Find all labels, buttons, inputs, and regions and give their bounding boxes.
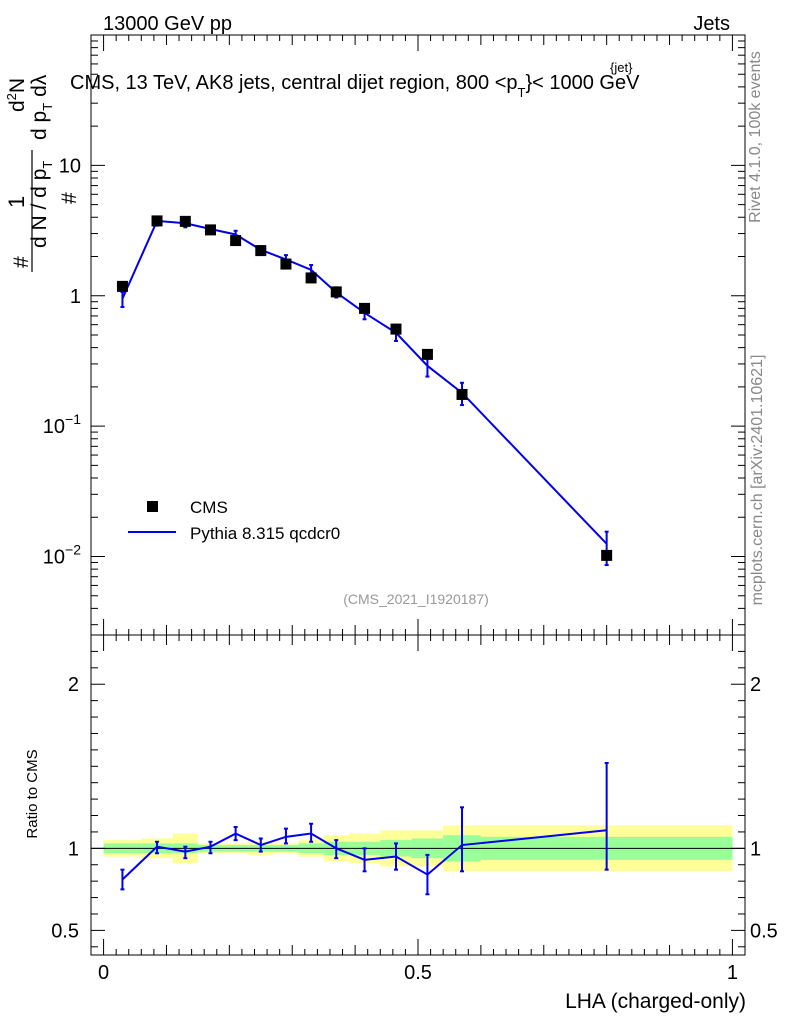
cms-data-point — [179, 215, 191, 227]
cms-data-point — [151, 215, 163, 227]
cms-data-point — [230, 235, 242, 247]
mc-series-line — [121, 219, 608, 545]
ratio-ytick-label-right: 1 — [750, 838, 761, 860]
cms-data-point — [280, 258, 292, 270]
analysis-watermark: (CMS_2021_I1920187) — [343, 591, 489, 607]
ylabel-num-one: 1 — [4, 196, 29, 208]
ylabel-den-d: d2N — [4, 78, 29, 112]
main-ylabel: # 1 d N / d pT # d2N d pTdλ — [4, 74, 81, 272]
ratio-ylabel: Ratio to CMS — [24, 749, 41, 838]
main-panel-series — [116, 215, 613, 567]
main-ytick-label: 1 — [70, 286, 81, 308]
plot-title-post: }< 1000 GeV — [525, 72, 640, 94]
ratio-series-line — [121, 829, 607, 881]
plot-title-sub: T — [518, 85, 526, 100]
mcplots-label: mcplots.cern.ch [arXiv:2401.10621] — [749, 355, 766, 606]
ratio-xtick-label: 0 — [98, 962, 109, 984]
header-left: 13000 GeV pp — [103, 13, 232, 35]
ylabel-den-dpt: d pTdλ — [28, 74, 55, 140]
cms-data-point — [116, 280, 128, 292]
main-ytick-label: 10 — [59, 155, 81, 177]
cms-data-point — [601, 549, 613, 561]
ratio-panel-series — [120, 762, 609, 896]
ylabel-den-hash: # — [58, 192, 81, 204]
cms-data-point — [390, 323, 402, 335]
cms-data-point — [359, 302, 371, 314]
header-right: Jets — [693, 13, 730, 35]
cms-data-point — [456, 388, 468, 400]
legend-mc-label: Pythia 8.315 qcdcr0 — [190, 524, 340, 543]
legend-cms-marker — [147, 501, 158, 512]
ylabel-num-dn: d N / d pT — [28, 161, 55, 248]
main-axes-box — [90, 34, 746, 636]
ratio-ytick-label-left: 2 — [68, 674, 79, 696]
ratio-ytick-label-right: 0.5 — [750, 920, 778, 942]
ratio-ytick-label-right: 2 — [750, 674, 761, 696]
ylabel-num-hash: # — [10, 256, 33, 268]
main-panel-frame: 10−2 10−1 1 10 — [43, 34, 746, 636]
legend: CMS Pythia 8.315 qcdcr0 — [128, 498, 340, 543]
ratio-xtick-label: 0.5 — [404, 962, 432, 984]
main-ytick-label: 10−1 — [43, 411, 81, 438]
rivet-label: Rivet 4.1.0, 100k events — [747, 51, 764, 223]
ratio-xtick-label: 1 — [727, 962, 738, 984]
legend-cms-label: CMS — [190, 498, 228, 517]
ratio-ytick-label-left: 1 — [68, 838, 79, 860]
ratio-axes-box — [90, 634, 746, 956]
plot-title-pre: CMS, 13 TeV, AK8 jets, central dijet reg… — [70, 72, 518, 94]
cms-data-point — [330, 286, 342, 298]
plot-title: CMS, 13 TeV, AK8 jets, central dijet reg… — [70, 72, 640, 100]
main-ytick-label: 10−2 — [43, 542, 81, 569]
ratio-xlabel: LHA (charged-only) — [565, 990, 746, 1013]
ratio-panel-frame: 0.5 0.5 1 1 2 2 0 0.5 1 — [51, 634, 778, 984]
cms-data-point — [421, 348, 433, 360]
plot-title-sup: {jet} — [610, 60, 633, 75]
cms-data-point — [204, 224, 216, 236]
cms-data-point — [255, 245, 267, 257]
ratio-ytick-label-left: 0.5 — [51, 920, 79, 942]
cms-data-point — [305, 272, 317, 284]
